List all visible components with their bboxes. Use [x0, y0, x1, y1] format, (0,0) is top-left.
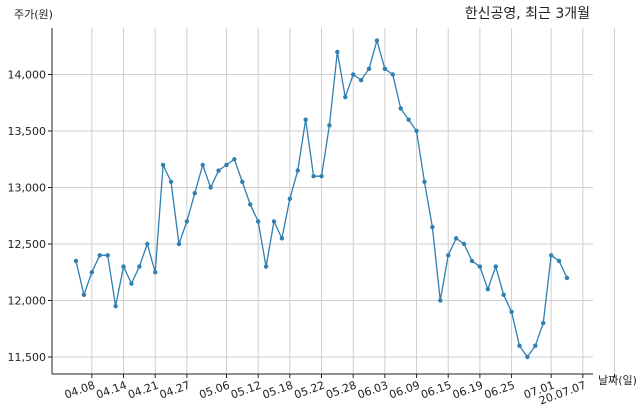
data-point: [255, 219, 261, 224]
x-tick-label: 05.22: [292, 379, 326, 402]
data-point: [89, 270, 95, 275]
x-tick-label: 06.15: [419, 379, 453, 402]
data-point: [414, 128, 419, 134]
data-point: [390, 72, 395, 77]
grid: [52, 28, 616, 374]
data-point: [137, 264, 142, 269]
x-tick-label: 05.06: [197, 379, 231, 402]
data-point: [564, 275, 570, 281]
data-point: [184, 219, 190, 224]
data-point: [152, 270, 158, 275]
x-tick-label: 06.03: [356, 379, 390, 402]
x-tick-label: 04.08: [63, 379, 97, 402]
data-point: [200, 162, 205, 168]
data-point: [541, 320, 546, 326]
x-tick-label: 05.18: [261, 379, 295, 402]
data-point: [121, 264, 126, 269]
data-point: [509, 309, 514, 314]
data-point: [263, 264, 269, 269]
data-point: [556, 258, 562, 264]
x-tick-label: 04.27: [158, 379, 192, 402]
x-tick-label: 06.09: [388, 379, 422, 402]
x-tick-label: 04.21: [126, 379, 160, 402]
data-point: [350, 72, 356, 77]
data-point: [533, 343, 538, 348]
x-tick-label: 05.12: [229, 379, 263, 402]
axes: [48, 28, 616, 378]
data-point: [224, 162, 229, 168]
data-point: [446, 253, 451, 258]
data-point: [517, 343, 522, 348]
data-point: [430, 224, 435, 230]
data-point: [192, 190, 197, 196]
data-point: [145, 241, 150, 247]
y-tick-label: 13,500: [8, 125, 47, 138]
x-axis-label: 날짜(일): [598, 373, 637, 387]
data-point: [477, 264, 483, 269]
data-point: [327, 123, 332, 128]
data-point: [398, 106, 403, 111]
data-point: [271, 219, 277, 224]
data-point: [358, 77, 364, 83]
data-point: [319, 174, 324, 179]
y-tick-label: 13,000: [8, 182, 47, 195]
data-point: [311, 174, 316, 179]
data-point: [248, 202, 253, 207]
data-point: [81, 292, 87, 298]
data-point: [73, 258, 79, 264]
data-point: [287, 196, 293, 201]
data-point: [232, 157, 237, 162]
data-point: [366, 66, 372, 72]
data-point: [501, 292, 506, 298]
data-point: [374, 38, 380, 43]
data-point: [303, 117, 308, 122]
data-point: [160, 162, 166, 168]
data-point: [485, 287, 491, 292]
data-point: [113, 303, 118, 309]
data-point: [438, 298, 443, 303]
x-tick-label: 05.28: [324, 379, 358, 402]
data-point: [382, 66, 388, 72]
data-point: [461, 241, 467, 247]
data-point: [216, 168, 221, 173]
data-point: [525, 354, 530, 360]
data-point: [422, 179, 427, 185]
data-point: [97, 253, 102, 258]
chart-title: 한신공영, 최근 3개월: [465, 6, 590, 22]
data-point: [129, 281, 134, 286]
y-tick-label: 14,000: [8, 69, 47, 82]
y-tick-label: 11,500: [8, 351, 47, 364]
x-tick-label: 04.14: [94, 379, 128, 402]
y-tick-label: 12,500: [8, 238, 47, 251]
data-point: [548, 253, 554, 258]
data-point: [453, 236, 459, 241]
y-tick-label: 12,000: [8, 295, 47, 308]
data-point: [343, 94, 348, 100]
data-point: [168, 179, 174, 185]
data-point: [240, 179, 245, 185]
data-point: [335, 49, 340, 55]
data-point: [295, 168, 300, 173]
data-point: [105, 253, 110, 258]
series: [73, 38, 570, 360]
data-point: [469, 258, 475, 264]
data-point: [279, 236, 285, 241]
x-tick-label: 06.19: [451, 379, 485, 402]
data-point: [208, 185, 213, 190]
y-axis-label: 주가(원): [14, 8, 53, 21]
x-tick-label: 06.25: [483, 379, 517, 402]
data-point: [406, 117, 411, 122]
data-point: [493, 264, 498, 269]
data-point: [176, 241, 182, 247]
